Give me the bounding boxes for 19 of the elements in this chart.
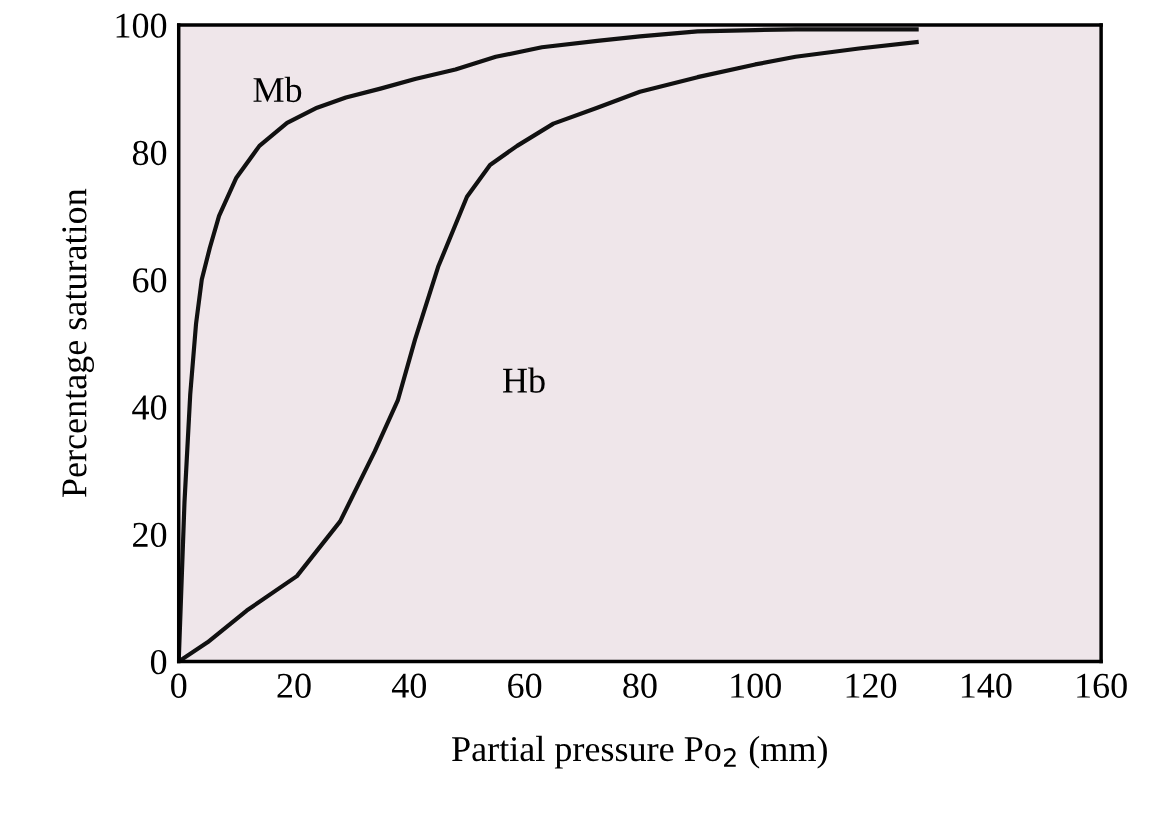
x-tick-label: 100 bbox=[731, 673, 781, 698]
x-tick-label: 120 bbox=[846, 673, 897, 698]
x-tick-label: 160 bbox=[1077, 673, 1127, 698]
x-tick-label: 80 bbox=[623, 673, 657, 698]
x-tick-label: 20 bbox=[277, 673, 311, 698]
y-tick-label: 0 bbox=[150, 649, 167, 675]
x-tick-label: 140 bbox=[961, 673, 1012, 698]
text: Hb bbox=[502, 367, 545, 393]
y-tick-label: 100 bbox=[116, 13, 167, 38]
y-tick-label: 60 bbox=[133, 268, 167, 293]
y-tick-label: 20 bbox=[133, 522, 167, 548]
y-tick-label: 40 bbox=[132, 395, 167, 420]
series-label: Mb bbox=[253, 76, 302, 103]
x-tick-label: 60 bbox=[508, 673, 542, 698]
x-axis-title: Partial pressure Po$_{2}$ (mm) bbox=[452, 735, 827, 769]
x-tick-label: 40 bbox=[391, 673, 426, 698]
y-axis-title: Percentage saturation bbox=[62, 188, 94, 498]
x-tick-label: 0 bbox=[171, 673, 187, 698]
y-tick-label: 80 bbox=[132, 140, 167, 166]
